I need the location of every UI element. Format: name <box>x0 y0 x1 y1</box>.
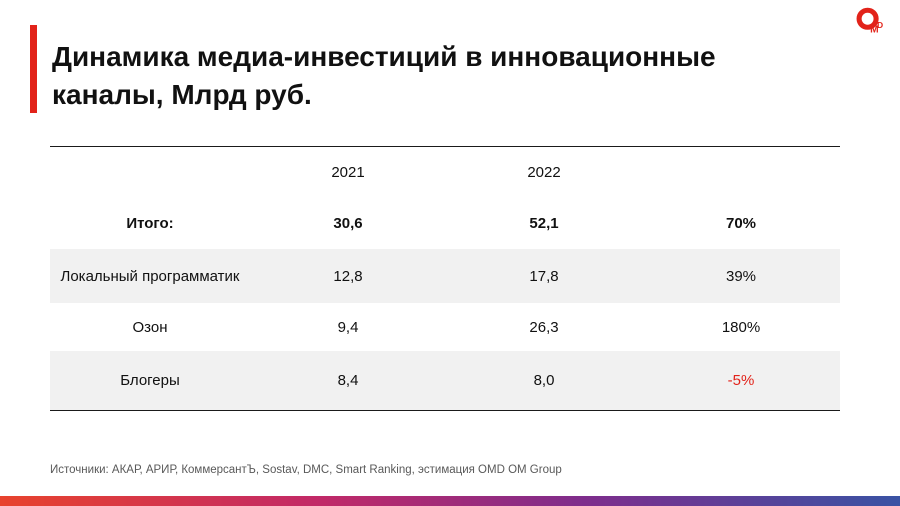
value-2022: 17,8 <box>529 267 559 285</box>
slide-title-line1: Динамика медиа-инвестиций в инновационны… <box>52 41 716 72</box>
value-change: 180% <box>721 318 761 336</box>
row-label: Локальный программатик <box>60 267 240 285</box>
header-label-col <box>50 147 250 198</box>
sources-text: Источники: АКАР, АРИР, КоммерсантЪ, Sost… <box>50 464 562 476</box>
value-change-negative: -5% <box>727 372 755 389</box>
omd-logo-icon: M D <box>854 6 888 40</box>
row-label: Итого: <box>126 215 174 232</box>
header-2021-col: 2021 <box>331 164 365 181</box>
header-change-col <box>642 147 840 198</box>
svg-text:D: D <box>877 20 883 30</box>
table-row-ozon: Озон 9,4 26,3 180% <box>50 303 840 351</box>
brand-gradient-bar <box>0 496 900 506</box>
value-2022: 52,1 <box>529 215 559 232</box>
table-row-programmatic: Локальный программатик 12,8 17,8 39% <box>50 249 840 303</box>
value-2021: 8,4 <box>337 372 359 389</box>
value-2021: 9,4 <box>337 318 359 336</box>
value-2021: 30,6 <box>333 215 363 232</box>
value-2022: 8,0 <box>533 372 555 389</box>
value-change: 39% <box>725 267 757 285</box>
header-2022-col: 2022 <box>527 164 561 181</box>
data-table: 2021 2022 Итого: 30,6 52,1 70% Локальный… <box>50 146 840 411</box>
row-label: Озон <box>132 318 168 336</box>
svg-text:M: M <box>870 24 879 35</box>
value-2022: 26,3 <box>529 318 559 336</box>
value-2021: 12,8 <box>333 267 363 285</box>
table-row-bloggers: Блогеры 8,4 8,0 -5% <box>50 351 840 410</box>
slide-title-line2: каналы, Млрд руб. <box>52 79 312 110</box>
table-row-total: Итого: 30,6 52,1 70% <box>50 198 840 249</box>
row-label: Блогеры <box>120 372 180 389</box>
slide-title: Динамика медиа-инвестиций в инновационны… <box>52 38 716 114</box>
table-header-row: 2021 2022 <box>50 147 840 198</box>
value-change: 70% <box>725 215 757 232</box>
title-accent-bar <box>30 25 37 113</box>
